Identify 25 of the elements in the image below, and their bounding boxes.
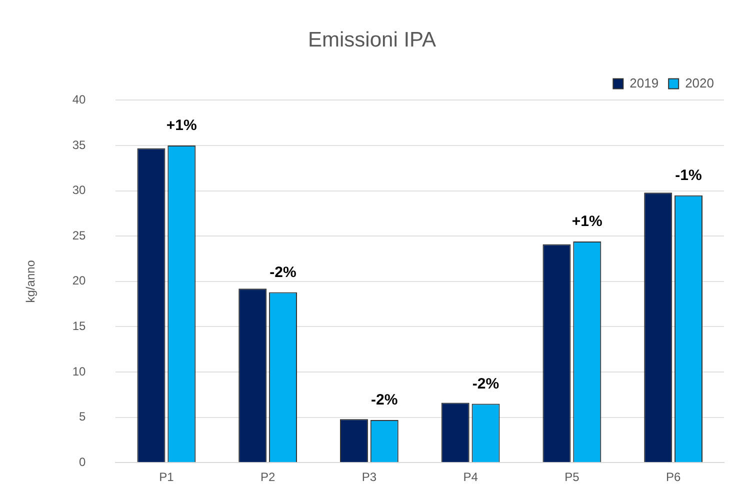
y-tick-label: 35 (72, 138, 86, 152)
legend-label: 2019 (630, 75, 659, 90)
chart-title: Emissioni IPA (308, 28, 436, 52)
y-axis-title: kg/anno (24, 260, 38, 303)
legend-label: 2020 (685, 75, 714, 90)
y-tick-label: 20 (72, 274, 86, 288)
x-tick-label: P3 (362, 470, 377, 484)
x-tick-label: P6 (666, 470, 681, 484)
y-tick-label: 0 (79, 454, 86, 469)
annotation: -1% (675, 166, 702, 184)
y-tick-label: 10 (72, 364, 86, 378)
y-tick-label: 5 (79, 410, 86, 424)
annotation: -2% (472, 375, 500, 392)
x-tick-label: P5 (564, 470, 580, 484)
annotation: -2% (371, 392, 398, 409)
x-tick-label: P4 (463, 470, 478, 484)
annotation: +1% (572, 213, 602, 230)
y-tick-label: 15 (72, 319, 86, 334)
x-tick-label: P2 (260, 470, 276, 484)
y-tick-label: 25 (72, 228, 86, 242)
annotation: +1% (166, 117, 197, 134)
annotation: -2% (270, 264, 296, 281)
y-tick-label: 30 (72, 183, 86, 198)
y-tick-label: 40 (72, 92, 86, 107)
x-tick-label: P1 (159, 470, 174, 484)
